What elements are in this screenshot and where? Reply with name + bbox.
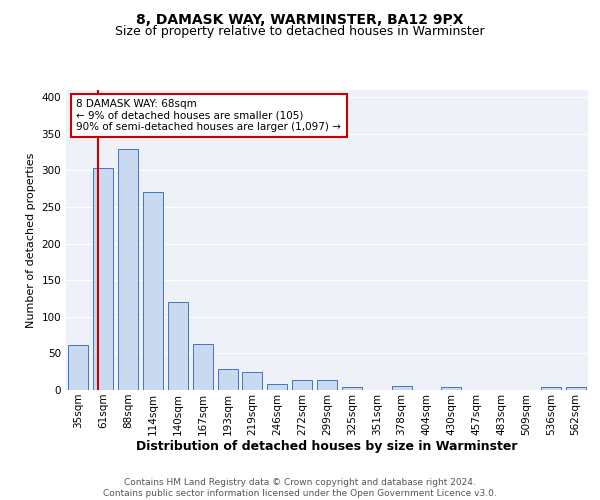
- Text: Contains HM Land Registry data © Crown copyright and database right 2024.
Contai: Contains HM Land Registry data © Crown c…: [103, 478, 497, 498]
- Bar: [218, 369, 238, 390]
- Bar: [268, 384, 287, 390]
- Bar: [68, 344, 88, 390]
- Bar: [143, 192, 163, 390]
- Bar: [317, 380, 337, 390]
- Bar: [193, 344, 212, 390]
- Bar: [94, 168, 113, 390]
- Bar: [118, 148, 138, 390]
- X-axis label: Distribution of detached houses by size in Warminster: Distribution of detached houses by size …: [136, 440, 518, 454]
- Bar: [541, 387, 560, 390]
- Bar: [442, 387, 461, 390]
- Bar: [292, 380, 312, 390]
- Text: Size of property relative to detached houses in Warminster: Size of property relative to detached ho…: [115, 25, 485, 38]
- Bar: [392, 386, 412, 390]
- Bar: [342, 387, 362, 390]
- Y-axis label: Number of detached properties: Number of detached properties: [26, 152, 36, 328]
- Bar: [242, 372, 262, 390]
- Text: 8 DAMASK WAY: 68sqm
← 9% of detached houses are smaller (105)
90% of semi-detach: 8 DAMASK WAY: 68sqm ← 9% of detached hou…: [76, 99, 341, 132]
- Bar: [566, 387, 586, 390]
- Bar: [168, 302, 188, 390]
- Text: 8, DAMASK WAY, WARMINSTER, BA12 9PX: 8, DAMASK WAY, WARMINSTER, BA12 9PX: [136, 12, 464, 26]
